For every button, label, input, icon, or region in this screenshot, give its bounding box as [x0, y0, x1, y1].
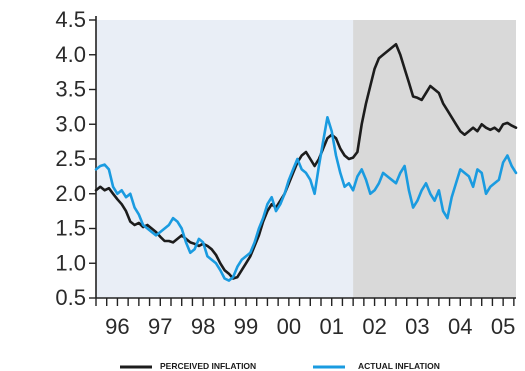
x-tick-label: 05 [491, 314, 515, 339]
shaded-period [353, 20, 516, 298]
legend-label: PERCEIVED INFLATION [160, 361, 256, 371]
y-tick-label: 4.0 [55, 42, 86, 67]
x-tick-label: 98 [191, 314, 215, 339]
x-tick-label: 96 [105, 314, 129, 339]
series-line-actual [94, 116, 518, 282]
y-tick-label: 3.0 [55, 111, 86, 136]
x-tick-label: 04 [448, 314, 472, 339]
legend-label: ACTUAL INFLATION [358, 361, 440, 371]
y-tick-label: 2.5 [55, 146, 86, 171]
y-tick-label: 2.0 [55, 181, 86, 206]
y-tick-label: 0.5 [55, 285, 86, 310]
x-tick-label: 97 [148, 314, 172, 339]
x-tick-label: 01 [319, 314, 343, 339]
series-line-perceived [94, 43, 518, 280]
x-tick-label: 02 [362, 314, 386, 339]
y-tick-label: 1.5 [55, 216, 86, 241]
x-tick-label: 00 [277, 314, 301, 339]
x-tick-label: 99 [234, 314, 258, 339]
y-tick-label: 4.5 [55, 7, 86, 32]
y-tick-label: 1.0 [55, 250, 86, 275]
y-tick-label: 3.5 [55, 77, 86, 102]
x-tick-label: 03 [405, 314, 429, 339]
